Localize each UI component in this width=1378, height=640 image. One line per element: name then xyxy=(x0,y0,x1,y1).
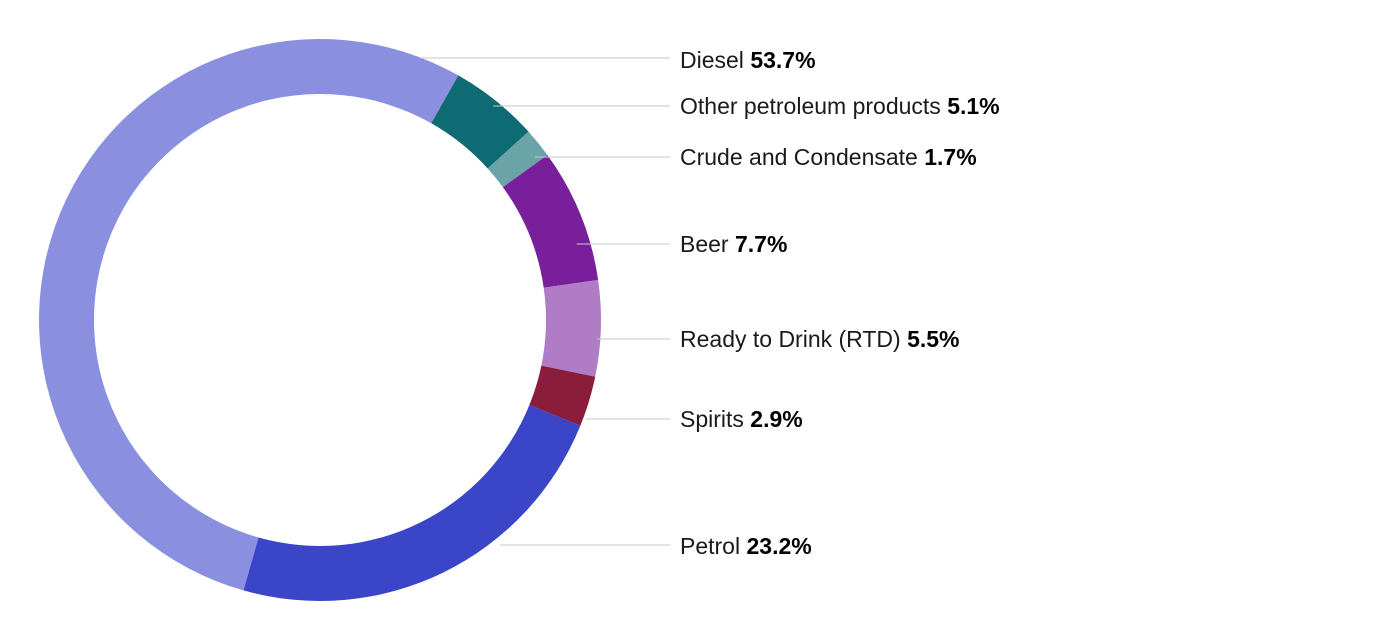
slice-label: Crude and Condensate 1.7% xyxy=(680,144,977,170)
slice-label-value: 2.9% xyxy=(750,406,802,432)
slice-label-name: Other petroleum products xyxy=(680,93,947,119)
slice-label-value: 53.7% xyxy=(750,47,815,73)
slice-label-name: Petrol xyxy=(680,533,746,559)
slice-label-value: 23.2% xyxy=(746,533,811,559)
slice-label-name: Diesel xyxy=(680,47,750,73)
donut-labels: Diesel 53.7% Other petroleum products 5.1… xyxy=(420,47,1000,559)
slice-label-value: 5.5% xyxy=(907,326,959,352)
slice-label-value: 5.1% xyxy=(947,93,999,119)
slice-label: Other petroleum products 5.1% xyxy=(680,93,1000,119)
slice-label: Petrol 23.2% xyxy=(680,533,812,559)
slice-label: Spirits 2.9% xyxy=(680,406,803,432)
slice-ready-to-drink-rtd xyxy=(541,279,601,377)
slice-label-value: 7.7% xyxy=(735,231,787,257)
slice-diesel xyxy=(39,38,459,591)
slice-spirits xyxy=(529,365,596,426)
slice-label-name: Spirits xyxy=(680,406,750,432)
slice-label: Diesel 53.7% xyxy=(680,47,816,73)
slice-label-name: Beer xyxy=(680,231,735,257)
slice-label: Ready to Drink (RTD) 5.5% xyxy=(680,326,960,352)
slice-crude-and-condensate xyxy=(487,131,548,188)
slice-label-name: Crude and Condensate xyxy=(680,144,924,170)
donut-slices xyxy=(39,38,601,601)
slice-label-value: 1.7% xyxy=(924,144,976,170)
slice-other-petroleum-products xyxy=(431,75,529,169)
slice-label-name: Ready to Drink (RTD) xyxy=(680,326,907,352)
slice-beer xyxy=(502,154,599,288)
slice-petrol xyxy=(243,405,581,601)
slice-label: Beer 7.7% xyxy=(680,231,787,257)
